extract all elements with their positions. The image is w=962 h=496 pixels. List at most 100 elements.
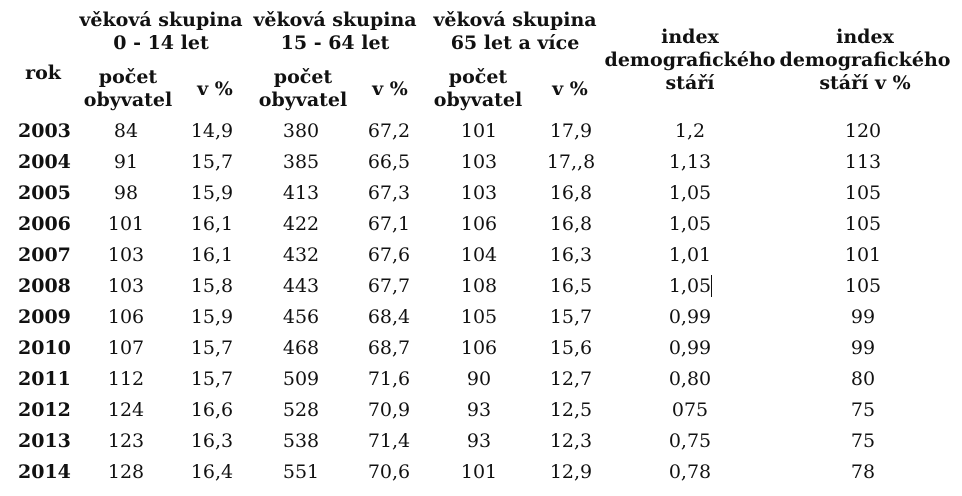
cell-percent-65-plus: 12,3 (549, 430, 593, 452)
cell-count-0-14: 123 (107, 430, 145, 452)
cell-count-0-14: 107 (107, 337, 145, 359)
cell-count-65-plus: 106 (460, 337, 498, 359)
header-age-group-0-14: věková skupina 0 - 14 let (79, 9, 243, 54)
cell-percent-0-14: 15,8 (190, 275, 234, 297)
cell-count-15-64: 551 (282, 461, 320, 483)
cell-percent-15-64: 67,2 (367, 120, 411, 142)
cell-percent-15-64: 67,6 (367, 244, 411, 266)
cell-percent-0-14: 16,1 (190, 244, 234, 266)
cell-percent-0-14: 16,3 (190, 430, 234, 452)
cell-count-15-64: 413 (282, 182, 320, 204)
cell-percent-0-14: 16,4 (190, 461, 234, 483)
cell-percent-15-64: 71,6 (367, 368, 411, 390)
cell-year: 2006 (18, 213, 71, 235)
header-year: rok (25, 62, 61, 84)
header-demographic-index-percent: index demografického stáří v % (779, 26, 951, 94)
cell-year: 2004 (18, 151, 71, 173)
cell-percent-0-14: 15,9 (190, 182, 234, 204)
cell-year: 2013 (18, 430, 71, 452)
cell-percent-65-plus: 16,3 (549, 244, 593, 266)
cell-count-15-64: 456 (282, 306, 320, 328)
cell-percent-65-plus: 16,5 (549, 275, 593, 297)
cell-percent-0-14: 15,7 (190, 337, 234, 359)
cell-demographic-index: 075 (671, 399, 709, 421)
cell-demographic-index-percent: 80 (850, 368, 876, 390)
cell-year: 2010 (18, 337, 71, 359)
header-percent-15-64: v % (372, 78, 408, 100)
cell-percent-65-plus: 15,7 (549, 306, 593, 328)
cell-percent-65-plus: 12,5 (549, 399, 593, 421)
cell-count-65-plus: 90 (466, 368, 492, 390)
cell-percent-65-plus: 17,,8 (546, 151, 596, 173)
header-age-group-65-plus: věková skupina 65 let a více (433, 9, 597, 54)
cell-count-0-14: 103 (107, 275, 145, 297)
cell-percent-65-plus: 12,9 (549, 461, 593, 483)
header-count-0-14: počet obyvatel (83, 66, 173, 111)
cell-count-0-14: 106 (107, 306, 145, 328)
cell-percent-15-64: 70,9 (367, 399, 411, 421)
cell-demographic-index-percent: 78 (850, 461, 876, 483)
cell-count-15-64: 509 (282, 368, 320, 390)
cell-demographic-index-percent: 105 (844, 213, 882, 235)
cell-percent-65-plus: 15,6 (549, 337, 593, 359)
cell-count-65-plus: 103 (460, 182, 498, 204)
cell-count-0-14: 103 (107, 244, 145, 266)
cell-count-0-14: 84 (113, 120, 139, 142)
cell-year: 2014 (18, 461, 71, 483)
cell-count-0-14: 91 (113, 151, 139, 173)
cell-demographic-index: 0,75 (668, 430, 712, 452)
cell-count-65-plus: 101 (460, 461, 498, 483)
cell-count-65-plus: 105 (460, 306, 498, 328)
cell-count-0-14: 128 (107, 461, 145, 483)
cell-percent-15-64: 68,4 (367, 306, 411, 328)
cell-demographic-index: 1,05 (668, 275, 712, 297)
cell-count-15-64: 432 (282, 244, 320, 266)
cell-count-0-14: 112 (107, 368, 145, 390)
cell-count-65-plus: 106 (460, 213, 498, 235)
cell-count-15-64: 385 (282, 151, 320, 173)
cell-demographic-index: 1,01 (668, 244, 712, 266)
cell-year: 2005 (18, 182, 71, 204)
cell-demographic-index-percent: 99 (850, 306, 876, 328)
cell-percent-65-plus: 17,9 (549, 120, 593, 142)
cell-count-15-64: 380 (282, 120, 320, 142)
cell-count-65-plus: 104 (460, 244, 498, 266)
cell-percent-0-14: 15,7 (190, 368, 234, 390)
cell-demographic-index: 0,99 (668, 306, 712, 328)
cell-demographic-index-percent: 105 (844, 275, 882, 297)
cell-demographic-index-percent: 120 (844, 120, 882, 142)
cell-demographic-index: 0,99 (668, 337, 712, 359)
cell-demographic-index-percent: 105 (844, 182, 882, 204)
cell-percent-0-14: 16,6 (190, 399, 234, 421)
cell-demographic-index: 0,78 (668, 461, 712, 483)
cell-count-15-64: 422 (282, 213, 320, 235)
cell-percent-0-14: 14,9 (190, 120, 234, 142)
cell-year: 2012 (18, 399, 71, 421)
cell-count-0-14: 124 (107, 399, 145, 421)
cell-count-65-plus: 108 (460, 275, 498, 297)
header-count-15-64: počet obyvatel (258, 66, 348, 111)
header-demographic-index: index demografického stáří (604, 26, 776, 94)
cell-demographic-index-percent: 113 (844, 151, 882, 173)
cell-demographic-index: 0,80 (668, 368, 712, 390)
header-age-group-15-64: věková skupina 15 - 64 let (253, 9, 417, 54)
cell-count-65-plus: 103 (460, 151, 498, 173)
cell-demographic-index: 1,13 (668, 151, 712, 173)
cell-percent-0-14: 16,1 (190, 213, 234, 235)
cell-percent-0-14: 15,9 (190, 306, 234, 328)
cell-demographic-index-percent: 75 (850, 430, 876, 452)
cell-percent-65-plus: 12,7 (549, 368, 593, 390)
cell-count-15-64: 538 (282, 430, 320, 452)
cell-percent-15-64: 66,5 (367, 151, 411, 173)
cell-percent-15-64: 68,7 (367, 337, 411, 359)
cell-percent-15-64: 67,3 (367, 182, 411, 204)
cell-count-15-64: 528 (282, 399, 320, 421)
cell-percent-0-14: 15,7 (190, 151, 234, 173)
cell-percent-15-64: 67,7 (367, 275, 411, 297)
cell-count-0-14: 98 (113, 182, 139, 204)
cell-year: 2007 (18, 244, 71, 266)
cell-percent-65-plus: 16,8 (549, 182, 593, 204)
header-percent-65-plus: v % (552, 78, 588, 100)
cell-count-65-plus: 93 (466, 399, 492, 421)
cell-demographic-index-percent: 75 (850, 399, 876, 421)
